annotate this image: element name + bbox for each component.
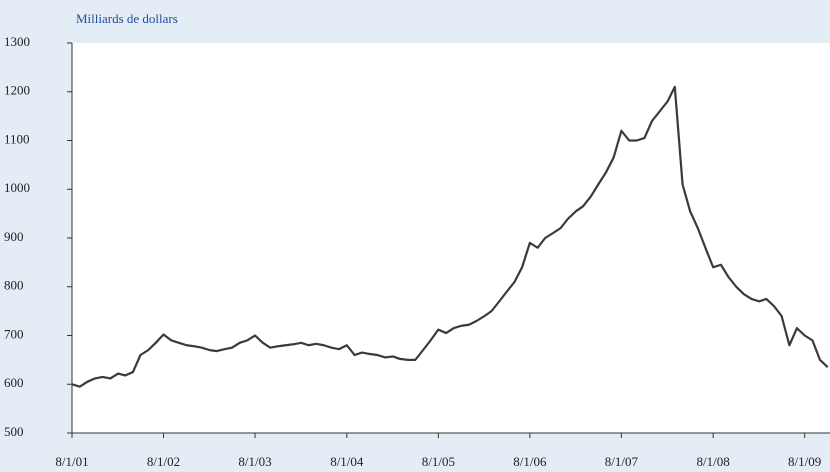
- y-tick-label: 900: [4, 229, 24, 244]
- y-tick-label: 500: [4, 424, 24, 439]
- x-tick-label: 8/1/02: [147, 454, 180, 469]
- x-tick-label: 8/1/08: [697, 454, 730, 469]
- y-tick-label: 1300: [4, 34, 30, 49]
- x-tick-label: 8/1/05: [422, 454, 455, 469]
- plot-area: [72, 43, 830, 433]
- x-tick-label: 8/1/03: [238, 454, 271, 469]
- y-tick-label: 700: [4, 326, 24, 341]
- x-tick-label: 8/1/04: [330, 454, 364, 469]
- chart-subtitle: Milliards de dollars: [76, 11, 178, 26]
- x-tick-label: 8/1/07: [605, 454, 639, 469]
- y-tick-label: 600: [4, 375, 24, 390]
- y-tick-label: 1200: [4, 83, 30, 98]
- x-tick-label: 8/1/06: [513, 454, 547, 469]
- x-tick-label: 8/1/09: [788, 454, 821, 469]
- y-tick-label: 1100: [4, 131, 30, 146]
- y-tick-label: 1000: [4, 180, 30, 195]
- x-tick-label: 8/1/01: [55, 454, 88, 469]
- line: [71, 85, 829, 388]
- y-tick-label: 800: [4, 278, 24, 293]
